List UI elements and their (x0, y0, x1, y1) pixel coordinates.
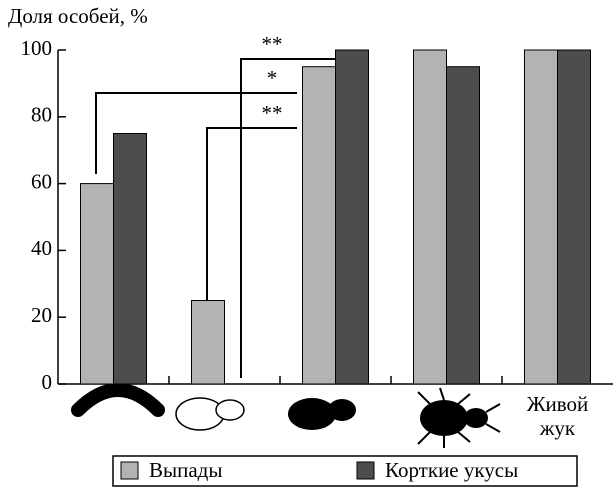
y-tick-label: 80 (31, 103, 52, 127)
y-tick-label: 20 (31, 303, 52, 327)
bar (524, 49, 558, 385)
bar (335, 49, 369, 385)
icons (71, 383, 501, 448)
y-tick-label: 40 (31, 236, 52, 260)
legend-box (112, 455, 578, 487)
legend-label: Выпады (149, 458, 222, 482)
bar (413, 49, 447, 385)
legend-label: Корткие укусы (385, 458, 518, 482)
legend-swatch (356, 461, 375, 480)
y-axis-label: Доля особей, % (8, 4, 148, 28)
bar (557, 49, 591, 385)
x-tick-label: Живой жук (526, 392, 589, 440)
bar (80, 183, 114, 385)
significance-label: * (267, 66, 278, 90)
bar (113, 133, 147, 385)
bar (446, 66, 480, 385)
y-tick-label: 100 (21, 36, 53, 60)
bar (191, 300, 225, 385)
significance-label: ** (262, 101, 283, 125)
significance-label: ** (262, 32, 283, 56)
legend-swatch (120, 461, 139, 480)
y-tick-label: 0 (42, 370, 53, 394)
significance-brackets (95, 58, 335, 378)
y-tick-label: 60 (31, 169, 52, 193)
bar (302, 66, 336, 385)
